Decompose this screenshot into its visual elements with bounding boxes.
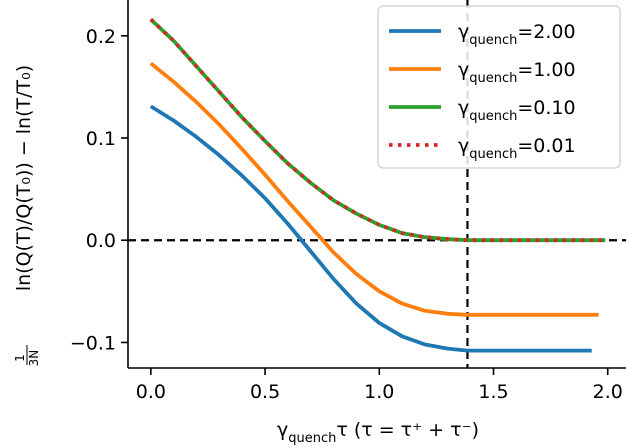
svg-text:1 3N ln(Q(T)/Q(T₀): 1 3N ln(Q(T)/Q(T₀)) − ln(T/T₀) [7,65,43,366]
y-tick-label: −0.1 [70,332,116,354]
series-line-2 [149,61,599,317]
y-label-main: ln(Q(T)/Q(T₀)) − ln(T/T₀) [13,65,35,291]
y-tick-label: 0.2 [86,26,116,48]
y-axis-ticks: −0.1 0.0 0.1 0.2 [70,26,128,354]
legend-items: γquench=2.00 γquench=1.00 γquench=0.10 γque… [389,21,576,162]
y-tick-label: 0.1 [86,128,116,150]
y-tick-label: 0.0 [86,230,116,252]
x-tick-label: 1.0 [364,381,394,403]
y-axis-label: 1 3N ln(Q(T)/Q(T₀)) − ln(T/T₀) [7,65,43,366]
legend-box [377,5,621,169]
series-line-1 [149,104,592,353]
reference-lines [128,0,626,368]
x-tick-label: 0.0 [136,381,166,403]
y-label-fraction-numerator: 1 [13,354,27,362]
x-axis-label: γquenchτ (τ = τ⁺ + τ⁻) [277,419,479,446]
x-tick-label: 0.5 [250,381,280,403]
x-axis-ticks: 0.0 0.5 1.0 1.5 2.0 [136,368,623,403]
legend-label-2: γquench=1.00 [458,59,576,86]
series-line-4 [149,18,608,243]
legend-label-4: γquench=0.01 [458,135,576,162]
series-layer [149,18,608,353]
x-tick-label: 1.5 [478,381,508,403]
legend: γquench=2.00 γquench=1.00 γquench=0.10 γque… [377,5,621,169]
y-label-fraction-denominator: 3N [27,350,41,367]
legend-label-1: γquench=2.00 [458,21,576,48]
legend-label-3: γquench=0.10 [458,97,576,124]
x-tick-label: 2.0 [593,381,623,403]
